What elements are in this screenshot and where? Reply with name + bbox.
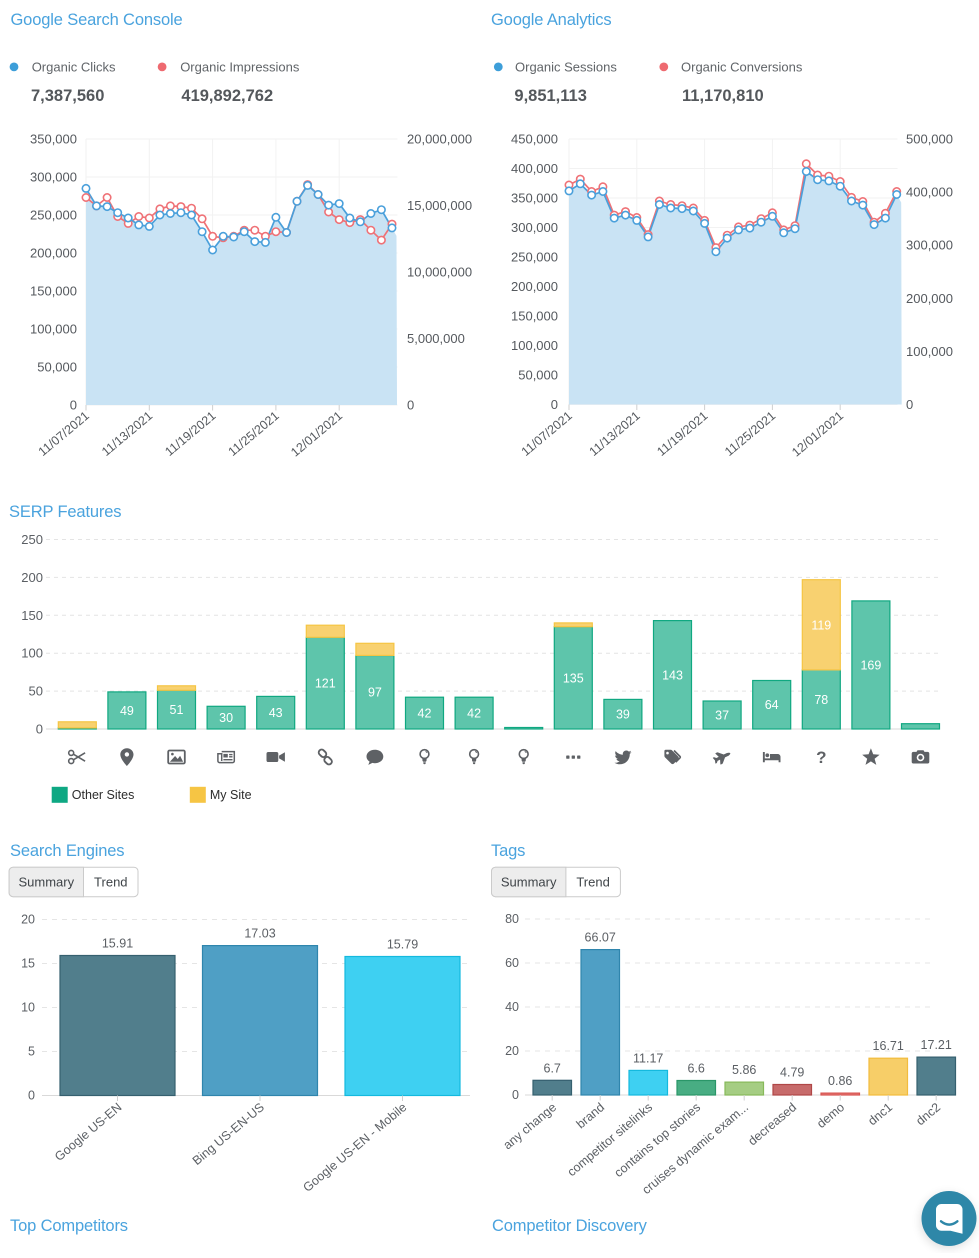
svg-text:100,000: 100,000 bbox=[511, 338, 558, 353]
svg-text:11.17: 11.17 bbox=[633, 1051, 663, 1065]
svg-text:Summary: Summary bbox=[501, 875, 557, 890]
svg-text:0: 0 bbox=[70, 398, 77, 413]
svg-text:9,851,113: 9,851,113 bbox=[514, 87, 587, 105]
svg-text:11,170,810: 11,170,810 bbox=[682, 87, 764, 105]
svg-text:30: 30 bbox=[219, 711, 233, 725]
svg-text:Search Engines: Search Engines bbox=[10, 842, 124, 860]
svg-text:100: 100 bbox=[21, 646, 43, 661]
svg-text:Organic Conversions: Organic Conversions bbox=[681, 59, 803, 74]
svg-text:250,000: 250,000 bbox=[511, 250, 558, 265]
svg-text:0: 0 bbox=[512, 1088, 519, 1102]
svg-text:400,000: 400,000 bbox=[511, 161, 558, 176]
svg-text:4.79: 4.79 bbox=[780, 1066, 804, 1080]
svg-text:?: ? bbox=[816, 748, 826, 767]
svg-text:350,000: 350,000 bbox=[30, 132, 77, 147]
svg-text:5: 5 bbox=[28, 1045, 35, 1059]
svg-text:7,387,560: 7,387,560 bbox=[31, 87, 104, 105]
svg-text:0.86: 0.86 bbox=[828, 1074, 852, 1088]
svg-text:Google Analytics: Google Analytics bbox=[491, 11, 612, 29]
svg-text:15.91: 15.91 bbox=[102, 937, 133, 951]
svg-text:78: 78 bbox=[814, 693, 828, 707]
svg-text:Tags: Tags bbox=[491, 842, 525, 860]
svg-text:0: 0 bbox=[407, 398, 414, 413]
svg-text:150: 150 bbox=[21, 608, 43, 623]
svg-text:My Site: My Site bbox=[210, 788, 252, 802]
svg-text:100,000: 100,000 bbox=[906, 344, 953, 359]
svg-text:169: 169 bbox=[860, 658, 881, 672]
svg-text:300,000: 300,000 bbox=[906, 238, 953, 253]
svg-text:150,000: 150,000 bbox=[511, 309, 558, 324]
svg-text:80: 80 bbox=[505, 912, 519, 926]
svg-text:60: 60 bbox=[505, 956, 519, 970]
svg-text:500,000: 500,000 bbox=[906, 132, 953, 147]
svg-text:Organic Impressions: Organic Impressions bbox=[180, 59, 300, 74]
svg-text:37: 37 bbox=[715, 709, 729, 723]
svg-text:40: 40 bbox=[505, 1000, 519, 1014]
svg-text:250: 250 bbox=[21, 532, 43, 547]
svg-text:Trend: Trend bbox=[576, 875, 609, 890]
svg-text:15: 15 bbox=[21, 957, 35, 971]
svg-text:5.86: 5.86 bbox=[732, 1063, 756, 1077]
svg-text:51: 51 bbox=[170, 703, 184, 717]
svg-text:300,000: 300,000 bbox=[511, 220, 558, 235]
svg-text:43: 43 bbox=[269, 706, 283, 720]
svg-text:419,892,762: 419,892,762 bbox=[181, 87, 273, 105]
svg-text:200: 200 bbox=[21, 570, 43, 585]
svg-text:Summary: Summary bbox=[18, 875, 74, 890]
svg-text:10,000,000: 10,000,000 bbox=[407, 265, 472, 280]
svg-text:10: 10 bbox=[21, 1001, 35, 1015]
svg-text:200,000: 200,000 bbox=[30, 246, 77, 261]
svg-text:250,000: 250,000 bbox=[30, 208, 77, 223]
svg-text:15,000,000: 15,000,000 bbox=[407, 198, 472, 213]
svg-text:42: 42 bbox=[418, 707, 432, 721]
svg-text:135: 135 bbox=[563, 671, 584, 685]
svg-text:Trend: Trend bbox=[94, 875, 127, 890]
svg-text:50: 50 bbox=[29, 684, 43, 699]
svg-text:49: 49 bbox=[120, 704, 134, 718]
svg-text:450,000: 450,000 bbox=[511, 132, 558, 147]
svg-text:SERP Features: SERP Features bbox=[9, 503, 121, 521]
svg-text:Google Search Console: Google Search Console bbox=[11, 11, 183, 29]
svg-text:20,000,000: 20,000,000 bbox=[407, 132, 472, 147]
svg-text:143: 143 bbox=[662, 668, 683, 682]
svg-text:0: 0 bbox=[906, 397, 913, 412]
svg-text:Other Sites: Other Sites bbox=[72, 788, 135, 802]
svg-text:17.03: 17.03 bbox=[244, 927, 275, 941]
svg-text:50,000: 50,000 bbox=[37, 360, 77, 375]
svg-text:42: 42 bbox=[467, 707, 481, 721]
svg-text:0: 0 bbox=[28, 1089, 35, 1103]
svg-text:6.7: 6.7 bbox=[544, 1061, 561, 1075]
svg-text:Competitor Discovery: Competitor Discovery bbox=[492, 1217, 648, 1235]
svg-text:5,000,000: 5,000,000 bbox=[407, 331, 465, 346]
svg-text:200,000: 200,000 bbox=[511, 279, 558, 294]
svg-text:15.79: 15.79 bbox=[387, 938, 418, 952]
svg-text:0: 0 bbox=[551, 397, 558, 412]
svg-text:0: 0 bbox=[36, 722, 43, 737]
svg-text:66.07: 66.07 bbox=[585, 931, 616, 945]
svg-text:121: 121 bbox=[315, 677, 336, 691]
svg-text:64: 64 bbox=[765, 698, 779, 712]
svg-text:17.21: 17.21 bbox=[921, 1038, 952, 1052]
svg-text:50,000: 50,000 bbox=[518, 368, 558, 383]
svg-text:150,000: 150,000 bbox=[30, 284, 77, 299]
svg-text:Organic Clicks: Organic Clicks bbox=[32, 59, 116, 74]
svg-text:16.71: 16.71 bbox=[873, 1039, 904, 1053]
svg-text:Organic Sessions: Organic Sessions bbox=[515, 59, 617, 74]
svg-text:39: 39 bbox=[616, 708, 630, 722]
svg-text:119: 119 bbox=[811, 618, 831, 632]
svg-text:300,000: 300,000 bbox=[30, 170, 77, 185]
svg-text:100,000: 100,000 bbox=[30, 322, 77, 337]
svg-text:20: 20 bbox=[21, 913, 35, 927]
svg-text:350,000: 350,000 bbox=[511, 191, 558, 206]
svg-text:20: 20 bbox=[505, 1044, 519, 1058]
svg-text:400,000: 400,000 bbox=[906, 185, 953, 200]
svg-text:200,000: 200,000 bbox=[906, 291, 953, 306]
svg-text:Top Competitors: Top Competitors bbox=[10, 1217, 128, 1235]
svg-text:97: 97 bbox=[368, 686, 382, 700]
svg-text:6.6: 6.6 bbox=[688, 1062, 705, 1076]
